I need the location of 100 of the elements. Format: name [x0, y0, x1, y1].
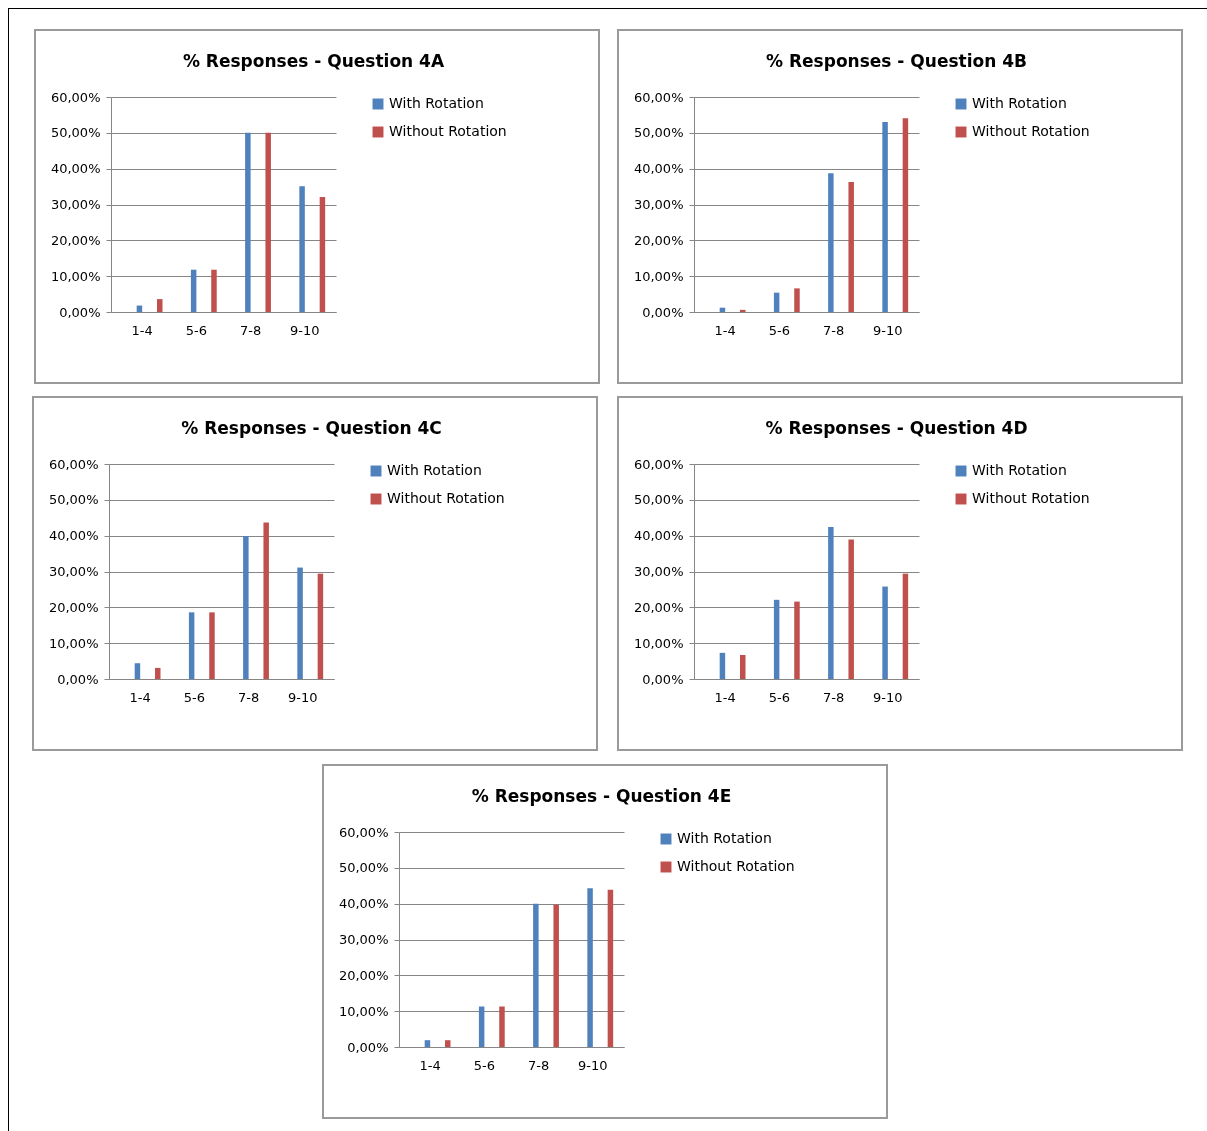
legend-label: Without Rotation — [972, 490, 1090, 506]
chart-title: % Responses - Question 4C — [181, 418, 442, 438]
x-tick-label: 7-8 — [822, 322, 845, 338]
y-tick-label: 0,00% — [642, 304, 684, 320]
x-tick-label: 5-6 — [768, 689, 791, 705]
bar — [902, 118, 909, 312]
y-tick-label: 50,00% — [50, 125, 101, 141]
legend-label: Without Rotation — [387, 490, 505, 506]
chart-title: % Responses - Question 4D — [765, 418, 1028, 438]
y-tick-label: 0,00% — [59, 304, 101, 320]
y-tick-label: 10,00% — [50, 268, 101, 284]
y-tick-label: 60,00% — [338, 824, 389, 840]
x-tick-label: 9-10 — [578, 1057, 608, 1073]
bar — [607, 889, 614, 1047]
y-tick-label: 50,00% — [633, 125, 684, 141]
y-tick-label: 0,00% — [347, 1039, 389, 1055]
x-tick-label: 9-10 — [288, 689, 318, 705]
bar — [424, 1040, 431, 1047]
y-tick-label: 50,00% — [633, 492, 684, 508]
bar — [533, 903, 539, 1047]
y-tick-label: 0,00% — [57, 671, 99, 687]
legend-label: With Rotation — [389, 95, 484, 111]
bar — [209, 612, 215, 679]
bar — [848, 181, 854, 312]
bar — [243, 536, 249, 679]
bar — [773, 292, 780, 312]
x-tick-label: 1-4 — [419, 1057, 441, 1073]
y-tick-label: 60,00% — [50, 89, 101, 105]
bar — [828, 173, 834, 312]
y-tick-label: 20,00% — [633, 232, 684, 248]
bar — [848, 539, 854, 679]
x-tick-label: 1-4 — [714, 689, 736, 705]
bar — [317, 573, 324, 679]
x-tick-label: 5-6 — [185, 322, 208, 338]
bar — [478, 1006, 485, 1047]
y-tick-label: 20,00% — [338, 967, 389, 983]
y-tick-label: 40,00% — [633, 161, 684, 177]
chart-title: % Responses - Question 4A — [182, 51, 445, 71]
y-tick-label: 30,00% — [633, 197, 684, 212]
y-tick-label: 10,00% — [633, 268, 684, 284]
chart-title: % Responses - Question 4B — [766, 51, 1027, 71]
y-tick-label: 50,00% — [48, 492, 99, 508]
bar — [299, 186, 305, 312]
y-tick-label: 40,00% — [48, 528, 99, 544]
y-tick-label: 30,00% — [48, 564, 99, 579]
bar — [157, 299, 163, 312]
y-tick-label: 30,00% — [50, 197, 101, 212]
y-tick-label: 30,00% — [633, 564, 684, 579]
legend-label: With Rotation — [387, 462, 482, 478]
x-tick-label: 1-4 — [714, 322, 736, 338]
x-tick-label: 9-10 — [873, 322, 903, 338]
legend-label: With Rotation — [972, 95, 1067, 111]
y-tick-label: 20,00% — [633, 599, 684, 615]
y-tick-label: 20,00% — [48, 599, 99, 615]
legend-label: Without Rotation — [389, 123, 507, 139]
bar — [740, 654, 746, 679]
bar — [719, 652, 726, 679]
y-tick-label: 40,00% — [633, 528, 684, 544]
bar — [828, 527, 834, 679]
bar — [794, 288, 800, 312]
bar — [211, 269, 217, 312]
x-tick-label: 7-8 — [239, 322, 262, 338]
chart-title: % Responses - Question 4E — [471, 786, 732, 806]
y-tick-label: 40,00% — [338, 896, 389, 912]
legend-label: Without Rotation — [677, 858, 795, 874]
y-tick-label: 50,00% — [338, 860, 389, 876]
y-tick-label: 60,00% — [633, 456, 684, 472]
x-tick-label: 5-6 — [768, 322, 791, 338]
bar — [499, 1006, 505, 1047]
y-tick-label: 10,00% — [633, 635, 684, 651]
x-tick-label: 1-4 — [131, 322, 153, 338]
x-tick-label: 7-8 — [527, 1057, 550, 1073]
x-tick-label: 9-10 — [290, 322, 320, 338]
x-tick-label: 7-8 — [822, 689, 845, 705]
legend-label: With Rotation — [972, 462, 1067, 478]
bar — [902, 573, 909, 679]
y-tick-label: 0,00% — [642, 671, 684, 687]
legend-label: With Rotation — [677, 830, 772, 846]
x-tick-label: 1-4 — [129, 689, 151, 705]
bar — [773, 599, 780, 679]
bar — [794, 601, 800, 679]
bar — [445, 1040, 451, 1047]
bar — [882, 586, 888, 679]
bar — [263, 522, 269, 679]
bar — [553, 904, 559, 1047]
x-tick-label: 9-10 — [873, 689, 903, 705]
bar — [265, 132, 271, 312]
bar — [155, 667, 161, 679]
bar — [188, 612, 195, 679]
legend-label: Without Rotation — [972, 123, 1090, 139]
y-tick-label: 30,00% — [338, 932, 389, 947]
y-tick-label: 20,00% — [50, 232, 101, 248]
bar — [587, 888, 593, 1047]
y-tick-label: 60,00% — [48, 456, 99, 472]
bar — [245, 132, 251, 312]
y-tick-label: 10,00% — [338, 1003, 389, 1019]
bar — [297, 567, 303, 679]
bar — [882, 122, 888, 312]
y-tick-label: 10,00% — [48, 635, 99, 651]
bar — [134, 663, 141, 679]
